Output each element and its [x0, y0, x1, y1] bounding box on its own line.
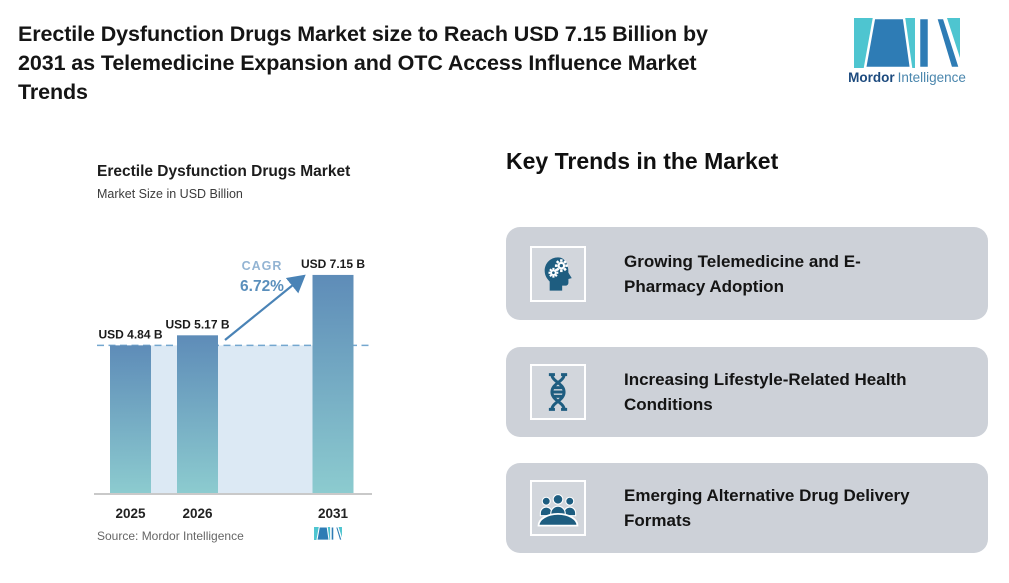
trend-card-text: Emerging Alternative Drug Delivery Forma…	[624, 486, 910, 530]
cagr-arrow	[224, 274, 306, 341]
x-axis-label: 2031	[318, 506, 349, 521]
page-title-line: Trends	[18, 80, 88, 104]
bar-2026	[177, 335, 218, 493]
head-gears-icon	[530, 245, 586, 302]
trend-card-text: Growing Telemedicine and E-Pharmacy Adop…	[624, 251, 861, 296]
trend-card-telemedicine: Growing Telemedicine and E-Pharmacy Adop…	[506, 227, 988, 320]
bar-2031	[312, 274, 354, 493]
source-note: Source: Mordor Intelligence	[97, 529, 244, 543]
dna-icon	[530, 364, 586, 420]
page-title-line: 2031 as Telemedicine Expansion and OTC A…	[18, 51, 697, 75]
x-axis-label: 2026	[182, 506, 213, 521]
bar-2025	[110, 345, 151, 493]
brand-name: Mordor Intelligence	[843, 70, 971, 85]
brand-name-light: Intelligence	[897, 70, 966, 85]
cagr-value: 6.72%	[240, 278, 284, 295]
brand-name-bold: Mordor	[848, 70, 895, 85]
trend-card-delivery: Emerging Alternative Drug Delivery Forma…	[506, 463, 988, 553]
people-group-icon	[530, 480, 586, 536]
x-axis-label: 2025	[115, 506, 146, 521]
bar-value-label: USD 5.17 B	[165, 317, 229, 331]
trend-card-lifestyle: Increasing Lifestyle-Related Health Cond…	[506, 347, 988, 437]
mordor-logo-icon	[854, 16, 962, 73]
cagr-label: CAGR	[242, 259, 283, 273]
mordor-logo-icon-small	[314, 526, 343, 545]
bar-value-label: USD 4.84 B	[98, 327, 162, 341]
key-trends-heading: Key Trends in the Market	[506, 148, 779, 174]
bar-chart: USD 4.84 B USD 5.17 B USD 7.15 B 2025 2026 20…	[80, 212, 470, 532]
chart-title: Erectile Dysfunction Drugs Market	[97, 163, 351, 180]
trend-card-text: Increasing Lifestyle-Related Health Cond…	[624, 370, 907, 414]
bar-value-label: USD 7.15 B	[301, 257, 365, 271]
page-title: Erectile Dysfunction Drugs Market size t…	[18, 20, 708, 107]
chart-subtitle: Market Size in USD Billion	[97, 187, 243, 201]
page-title-line: Erectile Dysfunction Drugs Market size t…	[18, 22, 708, 46]
